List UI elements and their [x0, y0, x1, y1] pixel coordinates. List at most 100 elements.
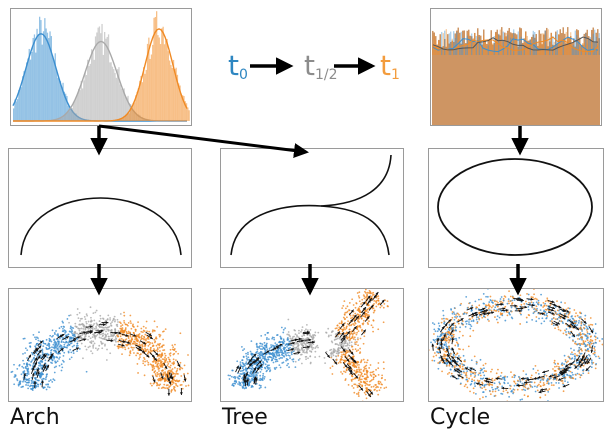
uniform-bar-tip: [583, 42, 585, 55]
uniform-bar-tip: [589, 37, 591, 55]
uniform-bar-tip: [556, 30, 558, 55]
uniform-density-line: [432, 36, 599, 53]
uniform-bar-tip: [511, 34, 513, 55]
uniform-bar: [486, 43, 488, 125]
uniform-bar: [450, 42, 452, 125]
uniform-bar: [468, 29, 470, 125]
uniform-bar-tip: [457, 34, 459, 55]
legend-t1: t1: [380, 49, 400, 84]
arch-curve: [20, 197, 182, 256]
uniform-bar-tip: [577, 42, 579, 55]
uniform-bar: [597, 29, 599, 125]
uniform-bar: [517, 46, 519, 125]
uniform-bar: [451, 40, 453, 125]
uniform-bar: [549, 41, 551, 125]
uniform-bar-tip: [447, 39, 449, 55]
uniform-bar: [448, 43, 450, 125]
uniform-bar: [432, 30, 434, 125]
uniform-bar: [523, 38, 525, 125]
uniform-bar-tip: [510, 37, 512, 55]
uniform-bar: [447, 34, 449, 125]
uniform-bar-tip: [474, 33, 476, 55]
uniform-bar: [519, 27, 521, 125]
uniform-density-line: [432, 36, 599, 53]
uniform-bar: [552, 44, 554, 125]
uniform-bar-tip: [591, 39, 593, 55]
uniform-bar-tip: [559, 44, 561, 55]
uniform-bar-tip: [568, 37, 570, 55]
uniform-bar-tip: [516, 36, 518, 55]
uniform-bar: [477, 28, 479, 125]
uniform-bar: [544, 30, 546, 125]
uniform-bar: [528, 40, 530, 125]
uniform-bar: [571, 42, 573, 125]
uniform-bar-tip: [573, 44, 575, 55]
uniform-bar-tip: [483, 35, 485, 55]
uniform-bar: [498, 34, 500, 125]
uniform-bar: [598, 38, 600, 125]
uniform-bar: [436, 44, 438, 125]
time-legend: t0 t1/2 t1: [228, 44, 408, 88]
uniform-bar: [585, 32, 587, 125]
uniform-bar: [592, 27, 594, 125]
uniform-bar-tip: [550, 32, 552, 55]
uniform-bar-tip: [519, 41, 521, 55]
uniform-bar-tip: [463, 46, 465, 55]
uniform-bar-tip: [462, 38, 464, 55]
distribution-histogram: [12, 11, 190, 122]
uniform-histogram: [432, 27, 600, 125]
uniform-bar: [454, 33, 456, 125]
uniform-bar-tip: [472, 38, 474, 55]
uniform-bar: [508, 27, 510, 125]
uniform-bar: [573, 38, 575, 125]
uniform-bar: [453, 41, 455, 125]
uniform-bar: [537, 45, 539, 125]
uniform-bar: [489, 38, 491, 125]
uniform-bar-tip: [486, 46, 488, 55]
uniform-bar: [492, 44, 494, 125]
uniform-bar-tip: [567, 37, 569, 55]
uniform-bar-tip: [475, 35, 477, 55]
uniform-bar: [570, 36, 572, 125]
uniform-bar: [526, 40, 528, 125]
uniform-bar-tip: [495, 32, 497, 55]
uniform-bar: [513, 32, 515, 125]
uniform-bar: [546, 27, 548, 125]
uniform-bar: [505, 36, 507, 125]
histogram-series-2: [117, 11, 190, 122]
uniform-bar: [561, 33, 563, 125]
uniform-histogram-panel: [430, 8, 602, 126]
uniform-bar: [535, 34, 537, 125]
uniform-bar-tip: [597, 43, 599, 55]
uniform-bar-tip: [523, 46, 525, 55]
uniform-bar-tip: [450, 31, 452, 55]
uniform-bar: [556, 43, 558, 125]
velocity-arrows: [23, 321, 187, 396]
uniform-bar-tip: [499, 29, 501, 55]
uniform-bar: [466, 30, 468, 125]
uniform-bar: [594, 42, 596, 125]
uniform-bar-tip: [562, 38, 564, 55]
uniform-bar-tip: [504, 37, 506, 55]
uniform-bar: [484, 40, 486, 125]
uniform-bar: [574, 46, 576, 125]
uniform-bar: [471, 36, 473, 125]
uniform-bar: [469, 35, 471, 125]
uniform-bar: [480, 35, 482, 125]
scatter-points: [10, 306, 190, 393]
uniform-bar-tip: [501, 46, 503, 55]
uniform-bar-tip: [517, 31, 519, 55]
uniform-bar-tip: [514, 36, 516, 55]
uniform-bar: [531, 36, 533, 125]
uniform-bar: [493, 43, 495, 125]
uniform-bar-tip: [442, 33, 444, 55]
uniform-density-line: [432, 36, 599, 51]
uniform-bar-tip: [541, 33, 543, 55]
tree-curve: [230, 154, 392, 256]
uniform-bar: [501, 27, 503, 125]
uniform-bar-tip: [490, 42, 492, 55]
diag-arrow-tree: [98, 124, 309, 158]
legend-t0: t0: [228, 49, 248, 84]
uniform-bar: [444, 38, 446, 125]
uniform-bar-tip: [477, 36, 479, 55]
